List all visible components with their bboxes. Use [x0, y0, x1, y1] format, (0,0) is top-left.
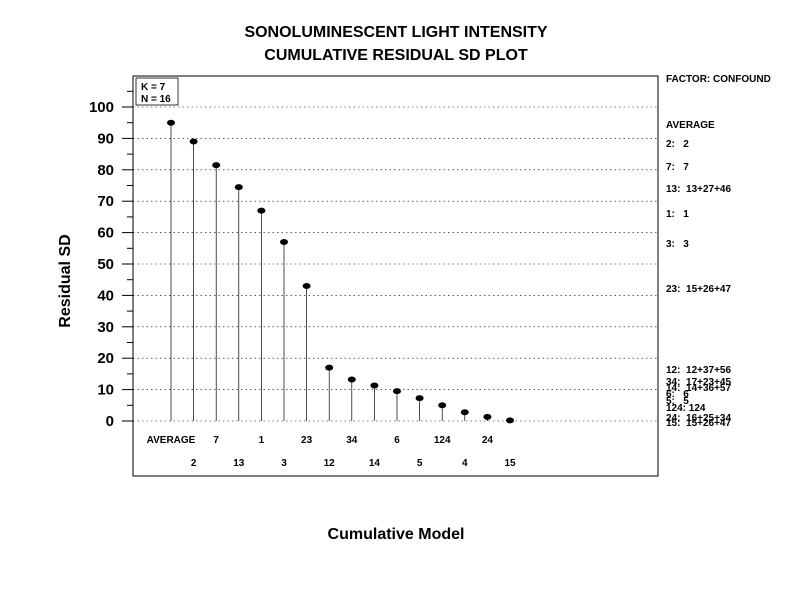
- legend-entry: 24: 16+25+34: [666, 413, 731, 424]
- data-point: [302, 282, 311, 289]
- confound-legend: AVERAGE 2: 2 7: 7 13: 13+27+46 1: 1 3: 3 23: 1…: [666, 120, 731, 429]
- data-point: [257, 207, 266, 214]
- point-layer: [167, 119, 514, 424]
- y-tick-label: 80: [97, 162, 114, 179]
- y-tick-label: 70: [97, 193, 114, 210]
- data-point: [280, 239, 288, 246]
- y-tick-label: 90: [97, 130, 114, 147]
- y-tick-label: 40: [97, 287, 114, 304]
- data-point: [212, 162, 221, 169]
- x-tick-label: 6: [394, 435, 400, 446]
- grid-layer: [133, 106, 658, 422]
- x-tick-label: 15: [504, 458, 516, 469]
- x-tick-label: 2: [191, 458, 197, 469]
- data-point: [460, 409, 469, 416]
- legend-entry: 34: 17+23+45: [666, 377, 731, 388]
- x-tick-label: 14: [369, 458, 381, 469]
- x-tick-label: 124: [434, 435, 451, 446]
- data-point: [167, 119, 175, 126]
- stem-layer: [170, 122, 511, 421]
- x-tick-label: 23: [301, 435, 313, 446]
- data-point: [393, 388, 401, 395]
- x-tick-label: 3: [281, 458, 287, 469]
- x-tick-label: 12: [324, 458, 336, 469]
- data-point: [325, 364, 334, 371]
- y-tick-label: 20: [97, 350, 114, 367]
- data-point: [438, 402, 447, 409]
- legend-entry: 5: 5: [666, 396, 689, 407]
- x-axis-label: Cumulative Model: [328, 526, 465, 543]
- legend-entry: 12: 12+37+56: [666, 365, 731, 376]
- legend-entry: 6: 6: [666, 389, 689, 400]
- legend-entry: 7: 7: [666, 162, 689, 173]
- legend-entry: 1: 1: [666, 209, 689, 220]
- data-point: [189, 138, 198, 145]
- x-tick-label: 24: [482, 435, 494, 446]
- y-tick-label: 100: [89, 99, 114, 116]
- x-tick-label: 5: [417, 458, 423, 469]
- x-tick-label: AVERAGE: [147, 435, 196, 446]
- data-point: [415, 395, 424, 402]
- legend-entry: 2: 2: [666, 139, 689, 150]
- data-point: [506, 417, 514, 424]
- legend-entry: 14: 14+36+57: [666, 383, 731, 394]
- y-tick-label: 30: [97, 319, 114, 336]
- chart-title-line1: SONOLUMINESCENT LIGHT INTENSITY: [244, 24, 547, 41]
- legend-heading: FACTOR: CONFOUND: [666, 74, 771, 85]
- stats-box: [135, 77, 179, 106]
- x-tick-label: 34: [346, 435, 358, 446]
- y-axis: 0 10 20 30 40 50 60 70 80 90 100: [89, 90, 133, 430]
- y-tick-label: 0: [106, 413, 114, 430]
- y-tick-label: 60: [97, 225, 114, 242]
- stats-n: N = 16: [141, 94, 171, 105]
- chart-title-line2: CUMULATIVE RESIDUAL SD PLOT: [264, 47, 528, 64]
- data-point: [234, 184, 243, 191]
- legend-entry: 124: 124: [666, 403, 706, 414]
- data-point: [370, 382, 379, 389]
- stats-k: K = 7: [141, 82, 166, 93]
- y-tick-label: 50: [97, 256, 114, 273]
- y-tick-label: 10: [97, 382, 114, 399]
- plot-frame: [132, 75, 659, 477]
- legend-entry: 15: 15+26+47: [666, 418, 731, 429]
- data-point: [347, 376, 356, 383]
- x-tick-label: 13: [233, 458, 245, 469]
- legend-entry: 3: 3: [666, 239, 689, 250]
- x-tick-label: 7: [213, 435, 219, 446]
- y-axis-label: Residual SD: [57, 234, 74, 327]
- x-tick-label: 1: [259, 435, 265, 446]
- x-tick-label: 4: [462, 458, 468, 469]
- legend-entry: AVERAGE: [666, 120, 715, 131]
- legend-entry: 23: 15+26+47: [666, 284, 731, 295]
- legend-entry: 13: 13+27+46: [666, 184, 731, 195]
- data-point: [483, 413, 492, 420]
